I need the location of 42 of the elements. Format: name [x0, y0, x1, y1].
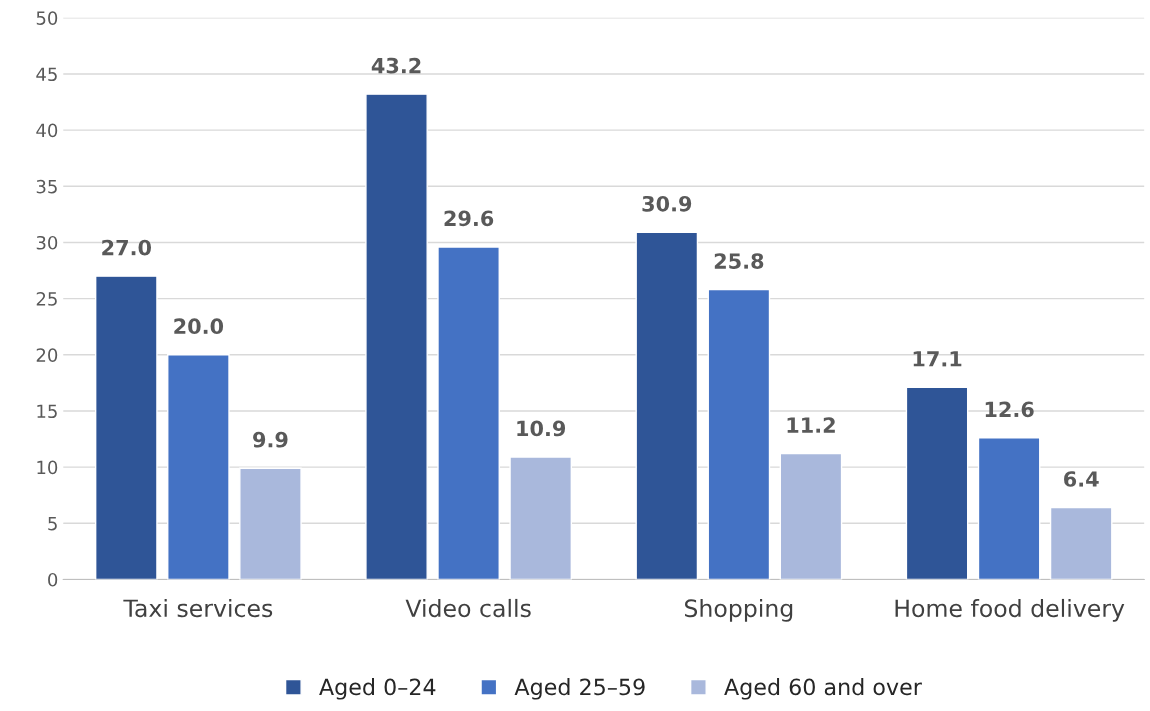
y-tick-label: 5 [48, 516, 57, 531]
data-label: 25.8 [714, 253, 764, 269]
data-label: 29.6 [444, 210, 494, 227]
legend-label: Aged 0–24 [319, 678, 436, 700]
y-tick-label: 30 [36, 235, 58, 250]
data-label: 12.6 [985, 401, 1034, 418]
data-label: 9.9 [253, 431, 288, 448]
y-tick-label: 45 [36, 67, 57, 82]
y-tick-label: 15 [37, 404, 57, 419]
data-label: 27.0 [102, 239, 152, 256]
y-tick-label: 35 [36, 179, 57, 194]
bar [437, 246, 500, 580]
x-tick-label: Taxi services [123, 598, 273, 618]
data-label: 6.4 [1064, 471, 1099, 487]
x-tick-label: Video calls [405, 598, 531, 618]
data-label: 11.2 [787, 417, 835, 433]
data-label: 20.0 [174, 318, 224, 335]
data-label: 10.9 [517, 420, 566, 437]
bar [1049, 506, 1113, 580]
y-tick-label: 10 [37, 460, 58, 475]
bar [167, 354, 230, 580]
y-tick-label: 40 [36, 123, 58, 138]
data-label: 43.2 [371, 57, 421, 74]
bar [509, 456, 573, 580]
legend-label: Aged 25–59 [514, 678, 645, 700]
data-label: 17.1 [913, 351, 962, 367]
bar [779, 452, 843, 580]
y-tick-label: 0 [48, 572, 58, 587]
y-tick-label: 20 [36, 348, 58, 362]
bar [239, 467, 302, 580]
bar [94, 275, 158, 580]
x-tick-label: Home food delivery [895, 598, 1125, 622]
bar [707, 288, 771, 580]
bar [905, 386, 969, 580]
bar [635, 231, 699, 580]
data-label: 30.9 [642, 195, 692, 212]
y-tick-label: 50 [36, 11, 58, 25]
bar [977, 437, 1041, 580]
bar [365, 93, 428, 580]
y-tick-label: 25 [36, 292, 57, 306]
x-tick-label: Shopping [684, 598, 793, 622]
legend-label: Aged 60 and over [724, 678, 922, 700]
